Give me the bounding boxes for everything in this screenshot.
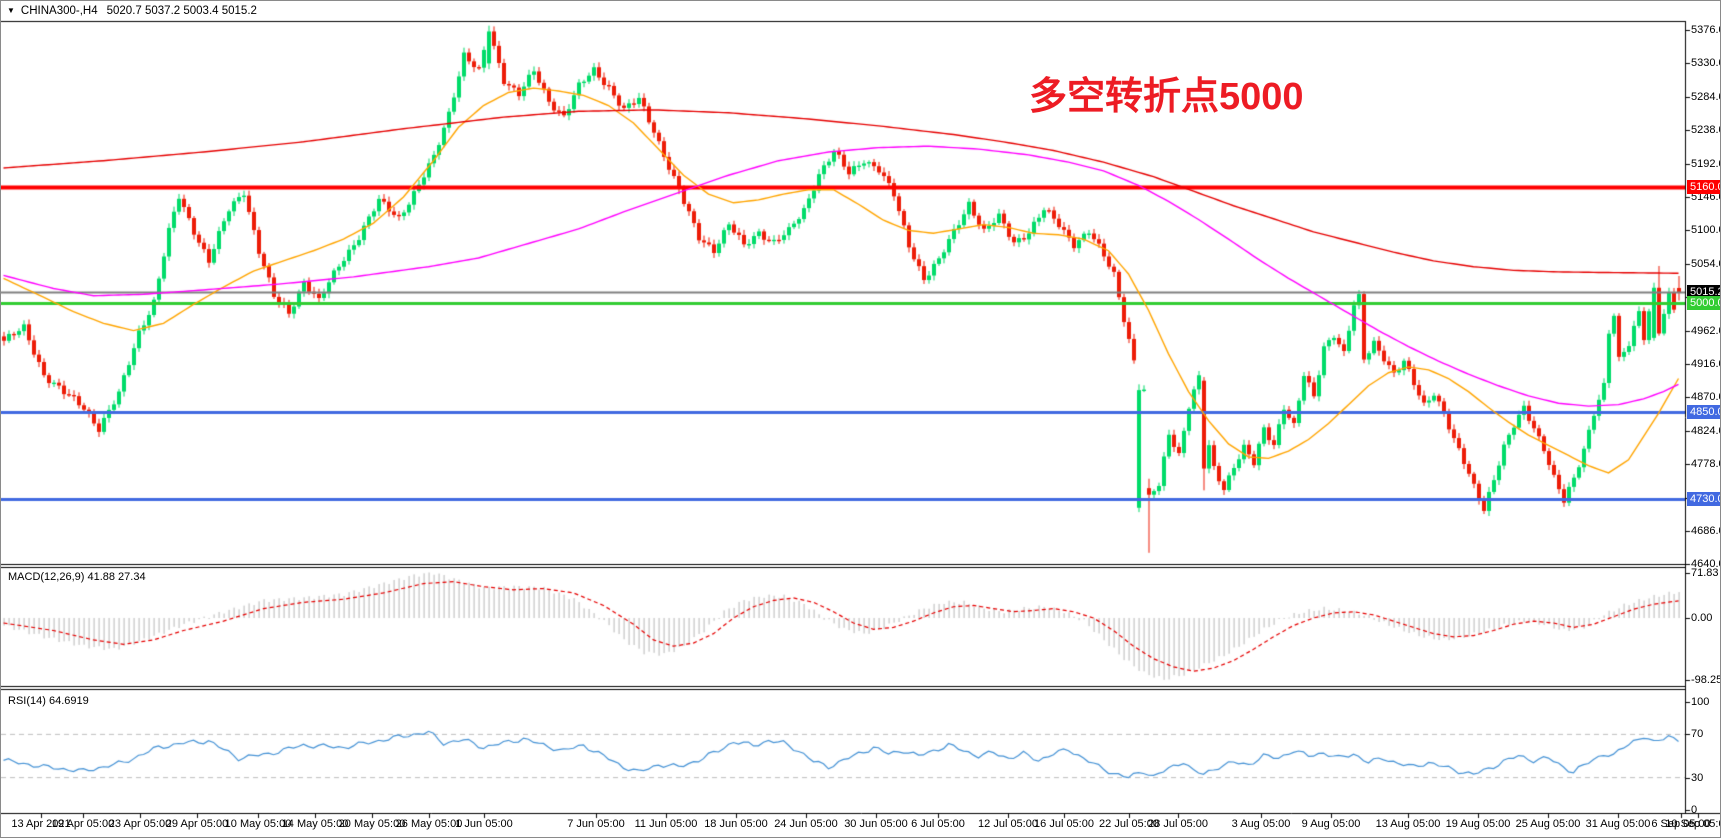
macd-indicator-label: MACD(12,26,9) 41.88 27.34 <box>8 571 146 583</box>
price-axis-label: 5376.0 <box>1691 24 1720 36</box>
time-axis-label: 1 Jun 05:00 <box>455 818 513 830</box>
time-axis-label: 14 May 05:00 <box>281 818 349 830</box>
time-axis-label: 10 May 05:00 <box>224 818 292 830</box>
rsi-axis-label: 70 <box>1691 728 1704 741</box>
time-axis-label: 7 Jun 05:00 <box>567 818 625 830</box>
rsi-axis-label: 30 <box>1691 771 1704 784</box>
price-axis-label: 5146.0 <box>1691 191 1720 203</box>
time-axis-label: 31 Aug 05:00 <box>1585 818 1651 830</box>
annotation-text: 多空转折点5000 <box>1029 76 1304 118</box>
time-axis-label: 25 Aug 05:00 <box>1515 818 1581 830</box>
time-axis-label: 9 Aug 05:00 <box>1301 818 1361 830</box>
chart-title: ▼ CHINA300-,H4 5020.7 5037.2 5003.4 5015.2 <box>7 5 257 17</box>
time-axis-label: 29 Apr 05:00 <box>165 818 229 830</box>
time-axis-label: 28 Jul 05:00 <box>1148 818 1208 830</box>
chart-symbol-timeframe: CHINA300-,H4 <box>20 5 98 17</box>
macd-axis-label: -98.25 <box>1691 673 1721 686</box>
price-level-badge: 5000.0 <box>1687 296 1720 310</box>
price-axis-label: 4778.0 <box>1691 458 1720 471</box>
price-level-badge: 4730.0 <box>1687 492 1720 507</box>
time-axis-label: 16 Jul 05:00 <box>1034 818 1094 830</box>
time-axis-label: 23 Apr 05:00 <box>108 818 172 830</box>
price-axis-label: 5238.0 <box>1691 124 1720 137</box>
price-level-badge: 4850.0 <box>1687 404 1720 419</box>
price-axis-label: 4640.0 <box>1691 558 1720 571</box>
symbol-dropdown-icon[interactable]: ▼ <box>7 6 15 15</box>
chart-ohlc-values: 5020.7 5037.2 5003.4 5015.2 <box>106 5 257 17</box>
time-axis-label: 20 May 05:00 <box>338 818 406 830</box>
price-axis-label: 5100.0 <box>1691 224 1720 237</box>
price-axis-label: 4916.0 <box>1691 358 1720 370</box>
price-axis-label: 4824.0 <box>1691 424 1720 437</box>
price-axis-label: 4686.0 <box>1691 525 1720 537</box>
rsi-indicator-label: RSI(14) 64.6919 <box>8 695 89 707</box>
macd-axis-label: 0.00 <box>1691 612 1713 624</box>
price-level-badge: 5160.0 <box>1687 179 1720 194</box>
time-axis-label: 3 Aug 05:00 <box>1231 818 1291 830</box>
macd-axis-label: 71.83 <box>1691 566 1719 579</box>
time-axis-label: 10 Sep 05:00 <box>1665 818 1720 830</box>
time-axis-label: 6 Jul 05:00 <box>911 818 965 830</box>
time-axis-label: 18 Jun 05:00 <box>704 818 768 830</box>
time-axis-label: 26 May 05:00 <box>395 818 463 830</box>
time-axis-label: 13 Aug 05:00 <box>1375 818 1441 830</box>
time-axis-label: 6 Sep 05:00 <box>1651 818 1711 830</box>
price-axis-label: 5054.0 <box>1691 257 1720 270</box>
time-axis-label: 30 Jun 05:00 <box>844 818 908 830</box>
time-axis-label: 12 Jul 05:00 <box>978 818 1038 830</box>
time-axis-label: 22 Jul 05:00 <box>1099 818 1159 830</box>
price-axis-label: 5284.0 <box>1691 90 1720 103</box>
time-axis-label: 19 Apr 05:00 <box>51 818 115 830</box>
time-axis-label: 24 Jun 05:00 <box>774 818 838 830</box>
time-axis-label: 19 Aug 05:00 <box>1445 818 1511 830</box>
rsi-axis-label: 100 <box>1691 696 1710 708</box>
time-axis-label: 11 Jun 05:00 <box>634 818 698 830</box>
price-axis-label: 4870.0 <box>1691 391 1720 404</box>
price-axis-label: 5192.0 <box>1691 157 1720 170</box>
price-level-badge: 5015.2 <box>1687 284 1720 299</box>
rsi-axis-label: 0 <box>1691 804 1698 816</box>
time-axis-label: 13 Apr 2021 <box>11 818 71 830</box>
price-axis-label: 4962.0 <box>1691 324 1720 337</box>
price-axis-label: 5330.0 <box>1691 57 1720 70</box>
